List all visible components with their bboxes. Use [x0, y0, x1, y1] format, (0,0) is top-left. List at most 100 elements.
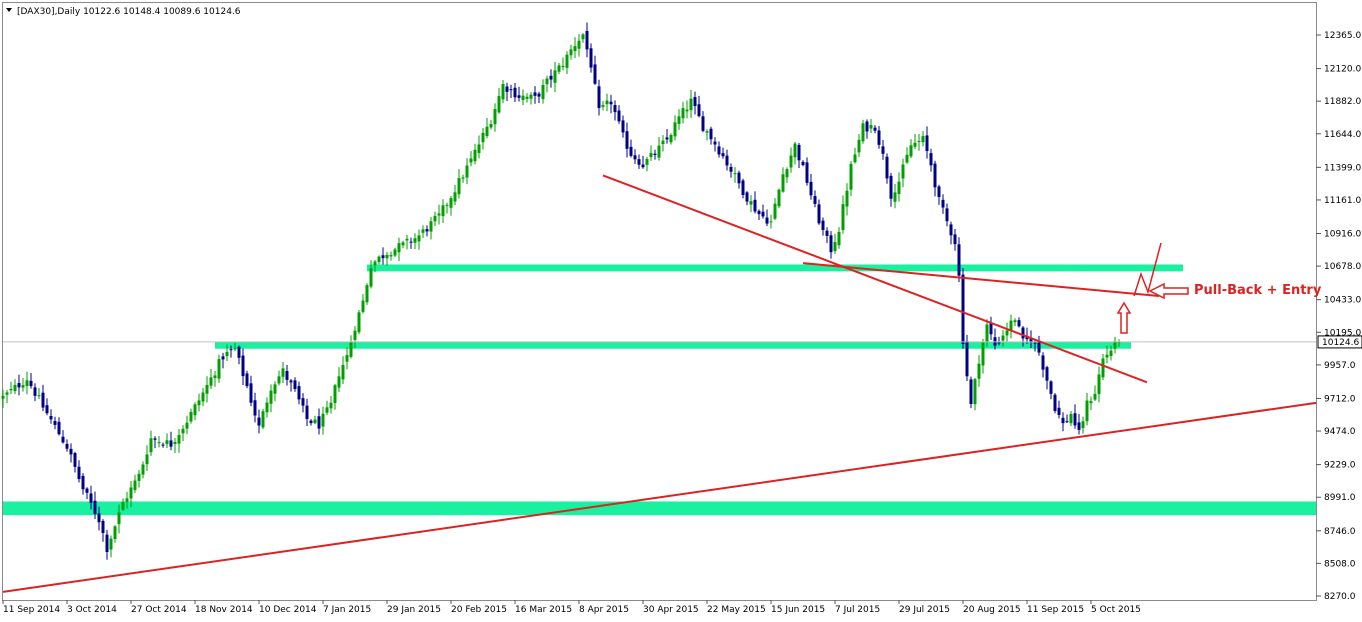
y-tick-label: 11399.0	[1324, 163, 1361, 173]
candle	[333, 383, 337, 410]
candle	[861, 119, 865, 144]
candle	[337, 367, 341, 393]
candle	[737, 170, 741, 189]
candle	[889, 172, 893, 207]
candle	[729, 163, 733, 178]
candle	[825, 227, 829, 244]
candle	[925, 126, 929, 159]
candle	[353, 326, 357, 349]
candle	[393, 247, 397, 258]
candle	[757, 209, 761, 221]
y-tick-label: 11882.0	[1324, 97, 1361, 107]
candle	[365, 283, 369, 305]
x-tick-label: 7 Jul 2015	[835, 605, 880, 615]
candle	[189, 408, 193, 424]
candle	[569, 44, 573, 60]
candle	[1005, 322, 1009, 342]
candle	[241, 348, 245, 386]
candle	[277, 370, 281, 386]
upper-flat-resistance-line[interactable]	[802, 262, 1160, 297]
y-tick-label: 12365.0	[1324, 31, 1361, 41]
falling-trendline[interactable]	[602, 174, 1148, 384]
candle	[485, 117, 489, 139]
y-tick-label: 9229.0	[1324, 461, 1356, 471]
candle	[885, 153, 889, 184]
y-tick-label: 11644.0	[1324, 130, 1361, 140]
up-arrow-icon	[1116, 301, 1132, 334]
candle	[113, 525, 117, 543]
candle	[245, 370, 249, 389]
candle	[801, 160, 805, 167]
candle	[1093, 385, 1097, 402]
candle	[897, 172, 901, 202]
candle	[1109, 345, 1113, 361]
candle	[753, 191, 757, 214]
candle	[105, 529, 109, 560]
candle	[617, 105, 621, 124]
candle	[1, 389, 5, 408]
candle	[913, 133, 917, 150]
x-tick-label: 27 Oct 2014	[131, 605, 187, 615]
candle	[417, 229, 421, 250]
x-tick-label: 3 Oct 2014	[67, 605, 117, 615]
candle	[613, 100, 617, 121]
candle	[285, 365, 289, 386]
candle	[325, 400, 329, 415]
header-dropdown-icon[interactable]	[6, 8, 12, 12]
x-tick-label: 15 Jun 2015	[771, 605, 825, 615]
y-tick-label: 9957.0	[1324, 361, 1356, 371]
candle	[469, 151, 473, 167]
candle	[37, 387, 41, 400]
candle	[345, 347, 349, 370]
y-tick-label: 8508.0	[1324, 559, 1356, 569]
x-tick-label: 11 Sep 2014	[3, 605, 60, 615]
candle	[1113, 336, 1117, 354]
candle	[833, 233, 837, 254]
y-tick-label: 9712.0	[1324, 394, 1356, 404]
candle	[789, 147, 793, 173]
x-tick-label: 20 Aug 2015	[963, 605, 1021, 615]
candle	[553, 61, 557, 93]
candle	[529, 92, 533, 105]
candle	[77, 460, 81, 483]
candle	[505, 82, 509, 101]
candle	[561, 57, 565, 71]
candle	[453, 185, 457, 206]
candle	[301, 393, 305, 413]
candle	[481, 127, 485, 150]
candle	[581, 33, 585, 43]
candle	[693, 91, 697, 115]
y-tick-label: 8270.0	[1324, 592, 1356, 602]
candle	[1097, 366, 1101, 403]
candle	[185, 415, 189, 435]
plot-frame	[2, 2, 1317, 601]
candle	[1001, 329, 1005, 347]
candle	[305, 398, 309, 426]
candle	[209, 368, 213, 389]
candle	[413, 233, 417, 250]
support-zone-lower	[3, 501, 1316, 516]
long-term-rising-trendline[interactable]	[2, 401, 1317, 593]
candle	[777, 188, 781, 209]
candle	[313, 415, 317, 425]
candle	[45, 398, 49, 416]
candle	[653, 149, 657, 160]
candle	[893, 183, 897, 209]
candle	[133, 474, 137, 493]
candle	[13, 379, 17, 395]
candle	[537, 91, 541, 104]
candle	[493, 103, 497, 132]
candle	[857, 133, 861, 157]
candle	[989, 316, 993, 340]
y-tick-label: 8991.0	[1324, 493, 1356, 503]
candle	[877, 126, 881, 149]
candle	[785, 167, 789, 184]
candle	[969, 376, 973, 409]
candle	[649, 145, 653, 161]
y-tick-label: 10916.0	[1324, 230, 1361, 240]
candle	[545, 75, 549, 93]
candle	[973, 377, 977, 411]
candle	[169, 431, 173, 451]
y-tick-label: 9474.0	[1324, 427, 1356, 437]
candle	[269, 384, 273, 413]
